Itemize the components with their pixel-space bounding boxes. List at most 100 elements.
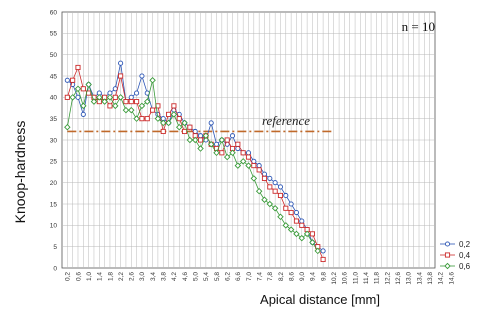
- data-point: [223, 153, 231, 161]
- data-point: [112, 94, 118, 100]
- data-point: [277, 192, 284, 199]
- data-point: [298, 234, 306, 242]
- x-tick-label: 10,6: [342, 272, 349, 285]
- y-tick-label: 10: [50, 223, 58, 230]
- data-point: [229, 149, 236, 157]
- data-point: [134, 90, 140, 96]
- legend-label: 0,2: [459, 240, 471, 249]
- data-point: [75, 94, 81, 100]
- data-point: [128, 106, 135, 114]
- data-point: [64, 77, 70, 83]
- data-point: [197, 137, 204, 143]
- x-tick-label: 3,0: [139, 272, 146, 281]
- data-point: [293, 209, 300, 216]
- data-point: [154, 115, 162, 122]
- data-point: [261, 196, 268, 203]
- plot-grid: [61, 11, 436, 269]
- data-point: [128, 99, 134, 105]
- data-point: [197, 133, 204, 139]
- data-point: [139, 116, 145, 122]
- data-point: [187, 124, 193, 130]
- data-point: [207, 141, 215, 148]
- data-point: [272, 180, 278, 186]
- reference-label: reference: [262, 113, 310, 128]
- data-point: [122, 106, 130, 114]
- legend: 0,2 0,4 0,6: [440, 240, 471, 271]
- data-point: [202, 132, 210, 139]
- data-point: [165, 119, 172, 127]
- data-point: [74, 85, 82, 93]
- data-point: [213, 141, 220, 147]
- data-point: [150, 107, 156, 113]
- data-point: [277, 213, 284, 221]
- data-point: [208, 120, 214, 126]
- data-point: [256, 163, 262, 169]
- data-point: [444, 252, 451, 258]
- data-point: [224, 137, 230, 143]
- x-tick-label: 4,6: [182, 272, 189, 281]
- data-point: [320, 256, 326, 263]
- data-point: [133, 115, 140, 122]
- data-point: [282, 222, 290, 229]
- data-point: [80, 102, 87, 110]
- data-point: [320, 248, 326, 254]
- y-tick-label: 55: [50, 31, 58, 38]
- data-point: [235, 141, 241, 147]
- data-point: [117, 94, 124, 101]
- data-point: [107, 103, 113, 109]
- data-point: [85, 81, 92, 88]
- x-tick-label: 1,8: [107, 272, 114, 281]
- data-point: [309, 231, 315, 237]
- data-point: [218, 136, 226, 144]
- x-tick-label: 3,8: [161, 272, 168, 281]
- data-point: [299, 222, 305, 228]
- x-tick-label: 12,6: [395, 272, 402, 285]
- y-tick-label: 15: [50, 201, 58, 208]
- y-tick-label: 45: [50, 73, 58, 80]
- data-point: [250, 175, 258, 182]
- data-point: [69, 94, 76, 101]
- data-point: [118, 60, 124, 66]
- data-point: [293, 218, 300, 224]
- x-tick-label: 12,2: [384, 272, 391, 285]
- x-tick-label: 13,8: [427, 272, 434, 285]
- data-point: [314, 247, 322, 255]
- x-tick-label: 2,2: [118, 272, 125, 281]
- data-point: [197, 145, 204, 152]
- data-point: [283, 192, 289, 199]
- x-tick-label: 4,2: [171, 272, 178, 281]
- x-tick-label: 8,6: [288, 272, 295, 281]
- data-point: [186, 136, 194, 144]
- data-point: [118, 73, 124, 79]
- x-axis-ticks: 0,2 0,6 1,0 1,4 1,8 2,2 2,6 3,0 3,4 3,8 4,2 4,6 5,0 5…: [65, 272, 456, 285]
- x-tick-label: 1,0: [86, 272, 93, 281]
- x-tick-label: 8,2: [278, 272, 285, 281]
- data-point: [239, 158, 247, 165]
- data-point: [219, 150, 225, 156]
- data-point: [272, 188, 278, 194]
- data-point: [101, 98, 108, 105]
- data-point: [251, 163, 257, 169]
- series-diamond: [64, 77, 322, 255]
- y-axis-label: Knoop-hardness: [12, 121, 28, 224]
- data-point: [245, 162, 252, 169]
- data-point: [229, 133, 236, 139]
- data-point: [171, 103, 177, 109]
- y-tick-label: 50: [50, 52, 58, 59]
- x-tick-label: 10,2: [331, 272, 338, 285]
- x-tick-label: 14,2: [438, 272, 445, 285]
- data-point: [277, 184, 284, 190]
- x-tick-label: 6,2: [224, 272, 231, 281]
- data-point: [299, 218, 305, 224]
- data-point: [123, 99, 129, 105]
- data-point: [80, 111, 86, 117]
- data-point: [213, 149, 220, 157]
- data-point: [160, 119, 167, 127]
- y-tick-label: 30: [50, 137, 58, 144]
- data-point: [139, 73, 145, 79]
- data-point: [293, 230, 300, 238]
- x-tick-label: 6,6: [235, 272, 242, 281]
- x-tick-label: 0,6: [75, 272, 82, 281]
- data-point: [182, 128, 188, 135]
- data-point: [309, 239, 316, 246]
